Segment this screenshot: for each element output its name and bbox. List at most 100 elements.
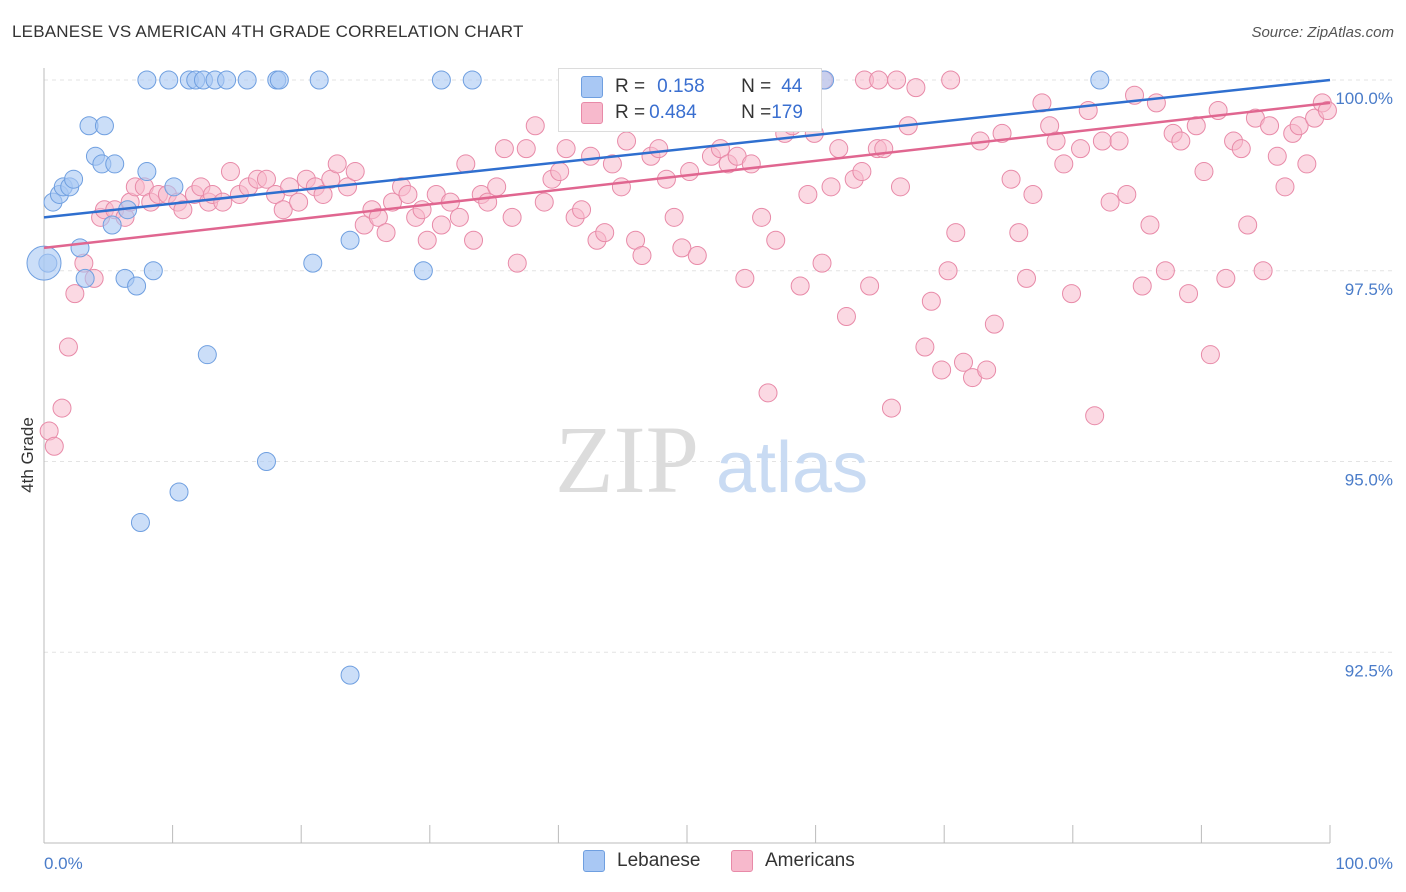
americans-point bbox=[327, 154, 347, 174]
lebanese-point bbox=[159, 70, 179, 90]
trend-lines bbox=[43, 78, 1331, 250]
americans-point bbox=[869, 70, 889, 90]
lebanese-point bbox=[26, 245, 62, 281]
legend-row-lebanese: R = 0.158 N = 44 bbox=[581, 74, 802, 100]
americans-point bbox=[921, 291, 941, 311]
americans-point bbox=[1216, 268, 1236, 288]
americans-point bbox=[887, 70, 907, 90]
y-tick-label: 97.5% bbox=[1345, 280, 1393, 299]
americans-point bbox=[1267, 146, 1287, 166]
americans-trend-line bbox=[43, 101, 1331, 250]
americans-point bbox=[906, 78, 926, 98]
americans-point bbox=[213, 192, 233, 212]
americans-swatch bbox=[581, 102, 603, 124]
americans-r-label: R = bbox=[615, 102, 646, 123]
correlation-legend: R = 0.158 N = 44 R = 0.484 N = 179 bbox=[558, 68, 822, 132]
lebanese-point bbox=[137, 70, 157, 90]
lebanese-point bbox=[431, 70, 451, 90]
americans-point bbox=[502, 207, 522, 227]
americans-point bbox=[821, 177, 841, 197]
americans-point bbox=[398, 184, 418, 204]
lebanese-point bbox=[94, 116, 114, 136]
lebanese-point bbox=[237, 70, 257, 90]
americans-point bbox=[836, 307, 856, 327]
americans-point bbox=[456, 154, 476, 174]
series-americans-points bbox=[39, 70, 1337, 456]
americans-point bbox=[516, 139, 536, 159]
americans-point bbox=[953, 352, 973, 372]
lebanese-point bbox=[303, 253, 323, 273]
lebanese-point bbox=[309, 70, 329, 90]
americans-point bbox=[1155, 261, 1175, 281]
legend-item-americans[interactable]: Americans bbox=[731, 850, 855, 872]
americans-point bbox=[602, 154, 622, 174]
lebanese-point bbox=[164, 177, 184, 197]
americans-point bbox=[617, 131, 637, 151]
americans-point bbox=[829, 139, 849, 159]
americans-point bbox=[534, 192, 554, 212]
lebanese-point bbox=[75, 268, 95, 288]
americans-point bbox=[368, 207, 388, 227]
americans-point bbox=[1275, 177, 1295, 197]
lebanese-point bbox=[105, 154, 125, 174]
americans-point bbox=[1297, 154, 1317, 174]
americans-point bbox=[941, 70, 961, 90]
americans-point bbox=[611, 177, 631, 197]
americans-point bbox=[1117, 184, 1137, 204]
source-label: Source: ZipAtlas.com bbox=[1251, 24, 1394, 41]
americans-point bbox=[58, 337, 78, 357]
legend-americans-label: Americans bbox=[765, 850, 855, 871]
lebanese-point bbox=[70, 238, 90, 258]
americans-point bbox=[1194, 162, 1214, 182]
americans-point bbox=[65, 284, 85, 304]
lebanese-point bbox=[102, 215, 122, 235]
americans-point bbox=[1253, 261, 1273, 281]
lebanese-point bbox=[340, 665, 360, 685]
americans-point bbox=[1071, 139, 1091, 159]
watermark-zip: ZIP bbox=[555, 406, 699, 513]
americans-point bbox=[507, 253, 527, 273]
americans-point bbox=[556, 139, 576, 159]
americans-point bbox=[790, 276, 810, 296]
americans-point bbox=[1140, 215, 1160, 235]
americans-point bbox=[1231, 139, 1251, 159]
chart-title: LEBANESE VS AMERICAN 4TH GRADE CORRELATI… bbox=[12, 22, 524, 41]
americans-point bbox=[752, 207, 772, 227]
americans-point bbox=[1046, 131, 1066, 151]
legend-item-lebanese[interactable]: Lebanese bbox=[583, 850, 700, 872]
americans-point bbox=[487, 177, 507, 197]
americans-n-value: 179 bbox=[771, 102, 803, 123]
americans-point bbox=[1132, 276, 1152, 296]
y-tick-label: 100.0% bbox=[1335, 89, 1393, 108]
americans-point bbox=[741, 154, 761, 174]
americans-point bbox=[1054, 154, 1074, 174]
lebanese-point bbox=[256, 452, 276, 471]
americans-point bbox=[860, 276, 880, 296]
americans-point bbox=[376, 223, 396, 243]
lebanese-point bbox=[217, 70, 237, 90]
americans-point bbox=[44, 436, 64, 456]
americans-point bbox=[632, 245, 652, 265]
americans-point bbox=[572, 200, 592, 220]
americans-point bbox=[915, 337, 935, 357]
americans-point bbox=[687, 245, 707, 265]
legend-lebanese-label: Lebanese bbox=[617, 850, 701, 871]
lebanese-point bbox=[64, 169, 84, 189]
americans-point bbox=[52, 398, 72, 418]
americans-point bbox=[649, 139, 669, 159]
axes bbox=[43, 68, 1331, 844]
tick-labels: 92.5% 95.0% 97.5% 100.0% 0.0% 100.0% bbox=[44, 89, 1393, 873]
americans-point bbox=[766, 230, 786, 250]
americans-point bbox=[550, 162, 570, 182]
americans-point bbox=[581, 146, 601, 166]
watermark-atlas: atlas bbox=[716, 428, 868, 508]
americans-point bbox=[417, 230, 437, 250]
americans-point bbox=[1109, 131, 1129, 151]
americans-point bbox=[1092, 131, 1112, 151]
americans-point bbox=[946, 223, 966, 243]
lebanese-point bbox=[340, 230, 360, 250]
americans-point bbox=[464, 230, 484, 250]
americans-point bbox=[289, 192, 309, 212]
series-lebanese-points bbox=[26, 70, 1110, 685]
